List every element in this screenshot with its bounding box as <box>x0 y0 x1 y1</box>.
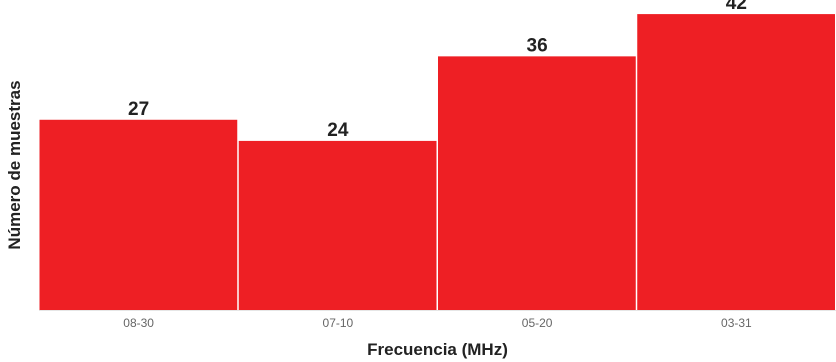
bar-05-20 <box>438 56 636 311</box>
x-tick-label-08-30: 08-30 <box>123 316 154 330</box>
x-tick-labels-group: 08-30 07-10 05-20 03-31 <box>123 316 752 330</box>
bar-08-30 <box>39 119 238 310</box>
bar-07-10 <box>238 140 437 310</box>
value-label-08-30: 27 <box>128 99 149 120</box>
x-tick-label-07-10: 07-10 <box>323 316 354 330</box>
x-axis-title: Frecuencia (MHz) <box>367 340 508 359</box>
x-tick-label-05-20: 05-20 <box>522 316 553 330</box>
value-label-07-10: 24 <box>327 120 349 141</box>
value-label-03-31: 42 <box>726 0 747 14</box>
bars-group <box>39 14 835 311</box>
bar-03-31 <box>637 14 835 310</box>
y-axis-title: Número de muestras <box>5 80 24 249</box>
x-tick-label-03-31: 03-31 <box>721 316 752 330</box>
value-label-05-20: 36 <box>527 35 548 56</box>
value-labels-group: 27 24 36 42 <box>128 0 747 141</box>
